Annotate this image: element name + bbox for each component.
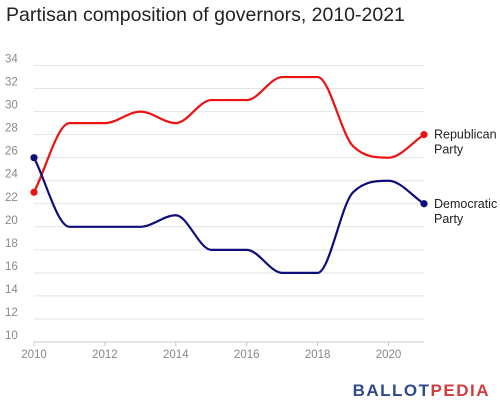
y-tick-label: 24: [5, 169, 18, 181]
y-tick-label: 28: [5, 123, 18, 135]
y-tick-label: 12: [5, 307, 18, 319]
republican-line: [33, 75, 425, 193]
y-tick-label: 14: [5, 284, 18, 296]
y-tick-label: 26: [5, 146, 18, 158]
republican-endpoint: [30, 188, 38, 196]
y-tick-label: 32: [5, 77, 18, 89]
x-tick-label: 2016: [234, 349, 260, 361]
x-tick-label: 2012: [92, 349, 118, 361]
logo-text-ballot: BALLOT: [352, 381, 431, 400]
y-axis-ticks: 10 12 14 16 18 20 22 24 26 28 30 32 34: [5, 54, 18, 342]
x-tick-label: 2014: [163, 349, 189, 361]
y-tick-label: 30: [5, 100, 18, 112]
x-axis-ticks: 2010 2012 2014 2016 2018 2020: [21, 342, 401, 361]
y-tick-label: 18: [5, 238, 18, 250]
chart-title: Partisan composition of governors, 2010-…: [6, 4, 405, 26]
series-endpoints: [30, 131, 428, 208]
democratic-endpoint: [420, 200, 428, 208]
x-tick-label: 2010: [21, 349, 47, 361]
republican-endpoint: [420, 131, 428, 139]
republican-series-label: Republican: [434, 128, 497, 142]
democratic-endpoint: [30, 154, 38, 162]
democratic-series-label: Party: [434, 212, 464, 226]
gridlines: [34, 65, 424, 343]
republican-series-label: Party: [434, 143, 464, 157]
series-lines: [33, 75, 425, 274]
y-tick-label: 20: [5, 215, 18, 227]
y-tick-label: 10: [5, 330, 18, 342]
y-tick-label: 22: [5, 192, 18, 204]
x-tick-label: 2020: [376, 349, 402, 361]
ballotpedia-logo: BALLOTPEDIA: [353, 381, 490, 401]
democratic-series-label: Democratic: [434, 197, 497, 211]
democratic-line: [33, 157, 425, 274]
x-tick-label: 2018: [305, 349, 331, 361]
logo-text-pedia: PEDIA: [430, 381, 490, 400]
y-tick-label: 34: [5, 54, 18, 66]
y-tick-label: 16: [5, 261, 18, 273]
